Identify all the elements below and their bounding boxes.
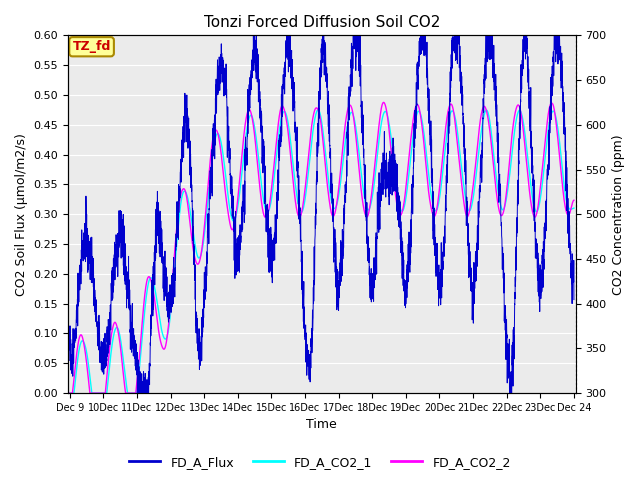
Text: TZ_fd: TZ_fd [72, 40, 111, 53]
Legend: FD_A_Flux, FD_A_CO2_1, FD_A_CO2_2: FD_A_Flux, FD_A_CO2_1, FD_A_CO2_2 [124, 451, 516, 474]
Y-axis label: CO2 Soil Flux (μmol/m2/s): CO2 Soil Flux (μmol/m2/s) [15, 133, 28, 296]
Title: Tonzi Forced Diffusion Soil CO2: Tonzi Forced Diffusion Soil CO2 [204, 15, 440, 30]
Y-axis label: CO2 Concentration (ppm): CO2 Concentration (ppm) [612, 134, 625, 295]
X-axis label: Time: Time [307, 419, 337, 432]
